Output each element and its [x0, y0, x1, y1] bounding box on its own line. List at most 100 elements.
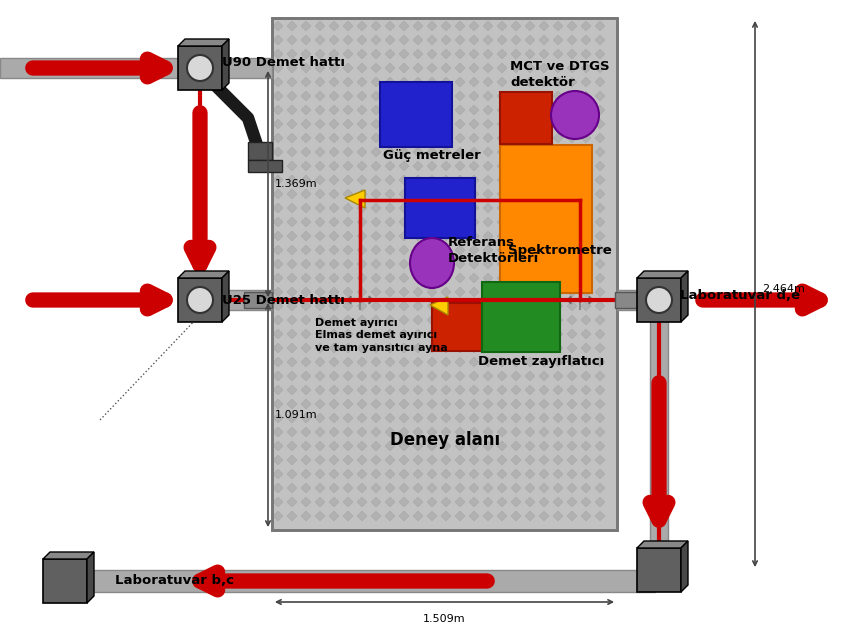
Polygon shape	[637, 271, 688, 278]
Polygon shape	[441, 21, 451, 31]
Polygon shape	[87, 552, 94, 603]
Polygon shape	[553, 21, 563, 31]
Polygon shape	[567, 315, 577, 325]
Polygon shape	[301, 245, 311, 255]
Bar	[637, 548, 681, 592]
Polygon shape	[399, 399, 409, 409]
Polygon shape	[497, 343, 507, 353]
Polygon shape	[483, 63, 493, 73]
Polygon shape	[581, 315, 591, 325]
Polygon shape	[581, 427, 591, 437]
Polygon shape	[273, 343, 283, 353]
Polygon shape	[441, 329, 451, 339]
Polygon shape	[469, 399, 479, 409]
Bar	[272, 18, 617, 530]
Polygon shape	[413, 49, 423, 59]
Polygon shape	[385, 189, 395, 199]
Polygon shape	[343, 357, 353, 367]
Polygon shape	[357, 105, 367, 115]
Polygon shape	[427, 175, 437, 185]
Polygon shape	[273, 371, 283, 381]
Polygon shape	[553, 133, 563, 143]
Polygon shape	[329, 133, 339, 143]
Polygon shape	[469, 427, 479, 437]
Polygon shape	[371, 483, 381, 493]
Polygon shape	[357, 441, 367, 451]
Polygon shape	[469, 133, 479, 143]
Text: MCT ve DTGS
detektör: MCT ve DTGS detektör	[510, 60, 610, 89]
Polygon shape	[483, 231, 493, 241]
Polygon shape	[497, 245, 507, 255]
Polygon shape	[301, 455, 311, 465]
Polygon shape	[371, 441, 381, 451]
Polygon shape	[343, 259, 353, 269]
Polygon shape	[511, 35, 521, 45]
Polygon shape	[483, 133, 493, 143]
Polygon shape	[553, 49, 563, 59]
Polygon shape	[469, 385, 479, 395]
Polygon shape	[525, 91, 535, 101]
Polygon shape	[427, 511, 437, 521]
Polygon shape	[525, 259, 535, 269]
Polygon shape	[539, 455, 549, 465]
Polygon shape	[483, 413, 493, 423]
Polygon shape	[385, 273, 395, 283]
Polygon shape	[287, 259, 297, 269]
Polygon shape	[371, 245, 381, 255]
Polygon shape	[371, 497, 381, 507]
Polygon shape	[525, 329, 535, 339]
Text: Laboratuvar d,e: Laboratuvar d,e	[680, 288, 801, 301]
Polygon shape	[469, 413, 479, 423]
Polygon shape	[497, 77, 507, 87]
Polygon shape	[511, 413, 521, 423]
Polygon shape	[413, 511, 423, 521]
Polygon shape	[343, 385, 353, 395]
Polygon shape	[273, 189, 283, 199]
Polygon shape	[287, 161, 297, 171]
Polygon shape	[469, 301, 479, 311]
Polygon shape	[343, 455, 353, 465]
Polygon shape	[539, 231, 549, 241]
Polygon shape	[287, 399, 297, 409]
Polygon shape	[525, 273, 535, 283]
Polygon shape	[581, 441, 591, 451]
Polygon shape	[525, 203, 535, 213]
Polygon shape	[469, 49, 479, 59]
Polygon shape	[567, 469, 577, 479]
Polygon shape	[539, 49, 549, 59]
Polygon shape	[595, 231, 605, 241]
Polygon shape	[595, 455, 605, 465]
Polygon shape	[399, 133, 409, 143]
Polygon shape	[287, 105, 297, 115]
Polygon shape	[539, 301, 549, 311]
Polygon shape	[441, 35, 451, 45]
Polygon shape	[581, 455, 591, 465]
Polygon shape	[469, 147, 479, 157]
Polygon shape	[301, 287, 311, 297]
Polygon shape	[273, 455, 283, 465]
Polygon shape	[273, 469, 283, 479]
Polygon shape	[357, 217, 367, 227]
Polygon shape	[497, 413, 507, 423]
Polygon shape	[539, 245, 549, 255]
Polygon shape	[343, 63, 353, 73]
Polygon shape	[315, 427, 325, 437]
Polygon shape	[329, 63, 339, 73]
Polygon shape	[371, 21, 381, 31]
Polygon shape	[581, 203, 591, 213]
Bar	[178, 278, 222, 322]
Polygon shape	[343, 147, 353, 157]
Polygon shape	[483, 427, 493, 437]
Polygon shape	[427, 427, 437, 437]
Polygon shape	[301, 91, 311, 101]
Bar	[380, 82, 452, 147]
Polygon shape	[595, 343, 605, 353]
Polygon shape	[567, 301, 577, 311]
Polygon shape	[441, 287, 451, 297]
Polygon shape	[483, 329, 493, 339]
Polygon shape	[399, 147, 409, 157]
Polygon shape	[287, 63, 297, 73]
Polygon shape	[553, 511, 563, 521]
Polygon shape	[567, 147, 577, 157]
Polygon shape	[455, 245, 465, 255]
